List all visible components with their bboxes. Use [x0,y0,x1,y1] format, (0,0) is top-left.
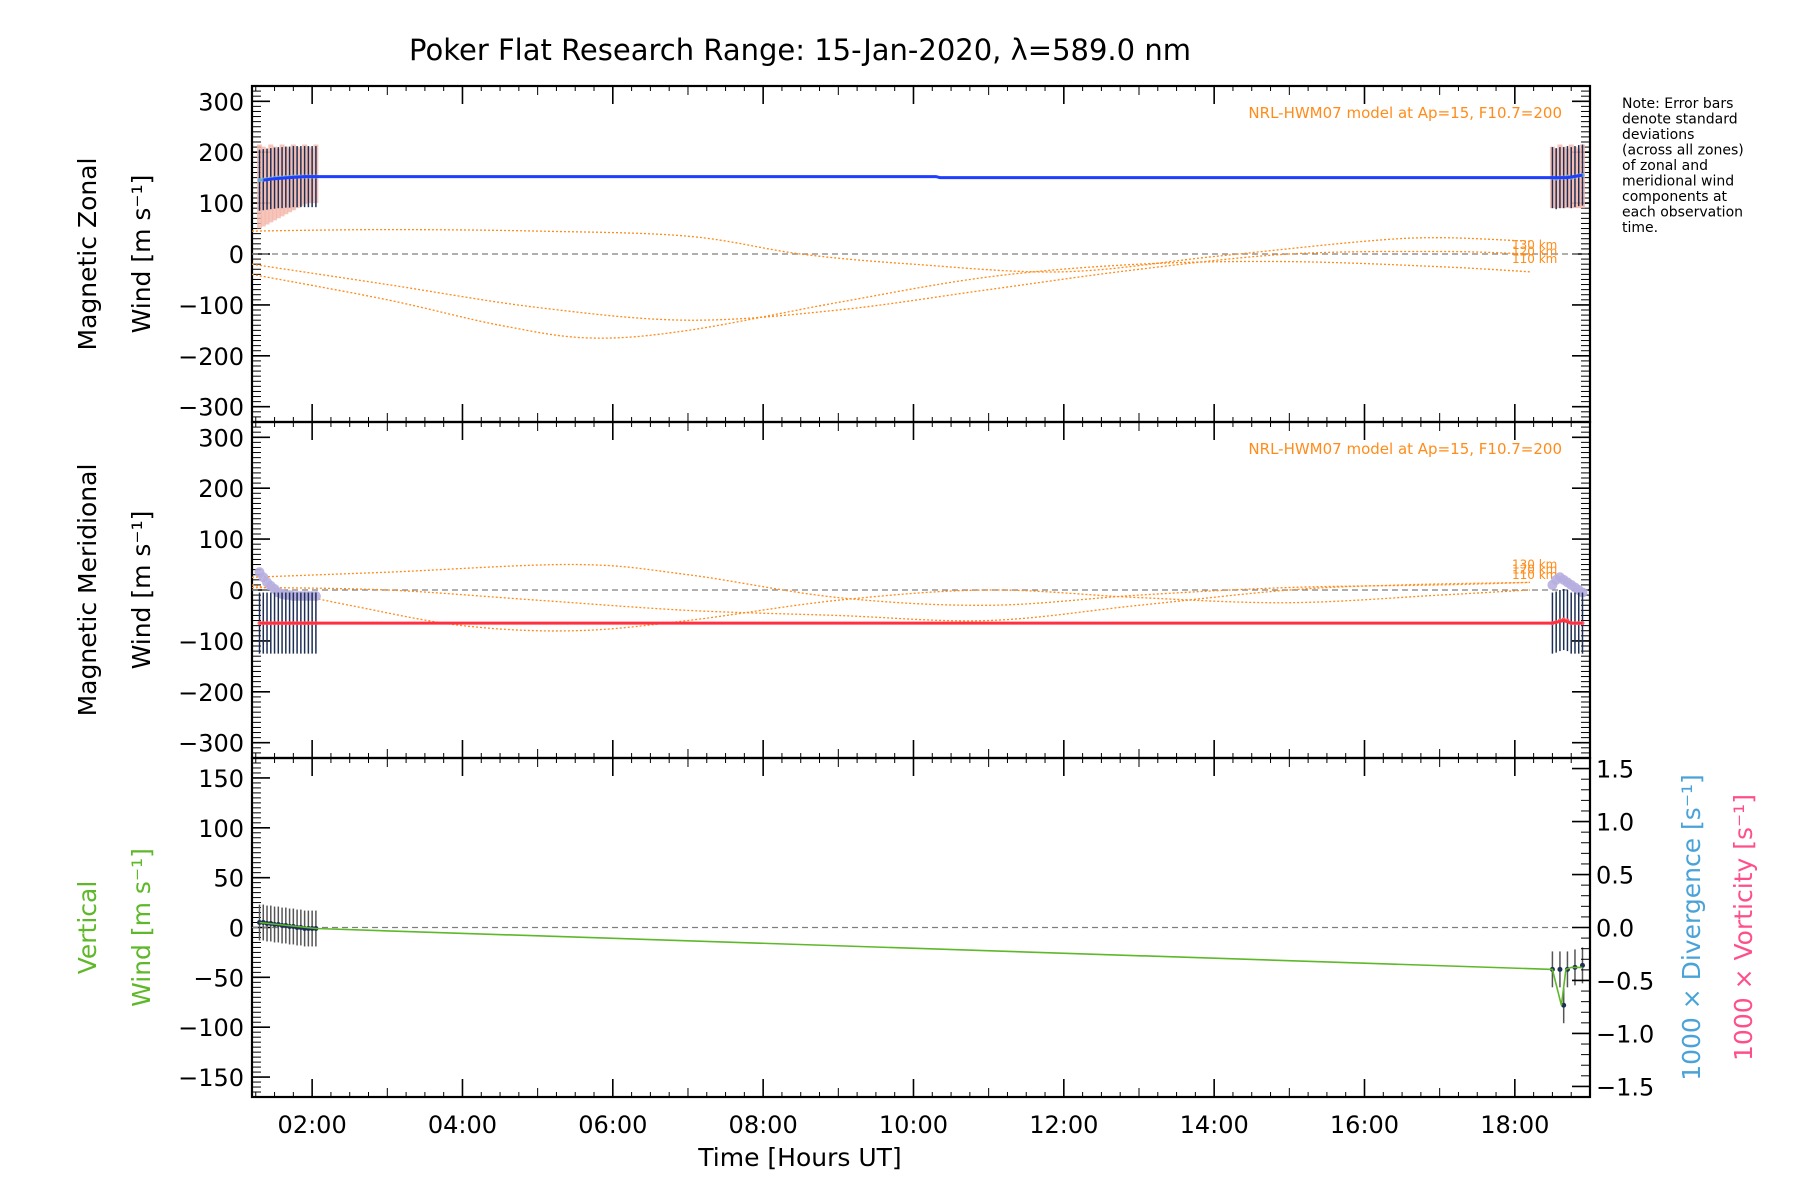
y-tick-label: −50 [193,964,244,992]
y-axis-title-line2: Wind [m s⁻¹] [127,175,156,334]
y-axis-title-line1: Magnetic Zonal [73,158,102,351]
x-axis-title: Time [Hours UT] [697,1143,901,1172]
model-altitude-label: 120 km [1512,563,1557,577]
y2-axis-title-divergence: 1000 × Divergence [s⁻¹] [1677,774,1706,1081]
panel-zonal: −300 −200 −100 0 100 200 300 Magnetic Zonal Wind… [73,84,1592,424]
y2-tick-label: 0.0 [1596,915,1634,943]
note-line: of zonal and [1622,158,1708,174]
model-curve-120km [251,250,1530,321]
y-tick-label: 0 [229,577,244,605]
model-altitude-label: 130 km [1512,238,1557,252]
y2-tick-label: 1.5 [1596,756,1634,784]
model-curve-120km [251,584,1530,632]
x-tick-label: 16:00 [1330,1111,1399,1139]
note-line: meridional wind [1622,174,1734,190]
x-tick-label: 12:00 [1029,1111,1098,1139]
y2-tick-label: 1.0 [1596,809,1634,837]
x-tick-label: 10:00 [879,1111,948,1139]
data-point [1561,1002,1567,1008]
y-tick-label: −100 [178,292,244,320]
panel-meridional: −300 −200 −100 0 100 200 300 Magnetic Meridiona… [73,420,1592,760]
y-axis-title-line2: Wind [m s⁻¹] [127,848,156,1007]
model-curve-110km [251,581,1530,622]
y-tick-label: −300 [178,730,244,758]
note-line: Note: Error bars [1622,96,1733,112]
x-tick-label: 06:00 [578,1111,647,1139]
note-line: denote standard [1622,112,1738,128]
y-tick-label: −100 [178,628,244,656]
y-tick-label: 100 [198,815,244,843]
y-tick-label: −300 [178,394,244,422]
y2-axis-title-vorticity: 1000 × Vorticity [s⁻¹] [1729,794,1758,1061]
y-tick-label: 0 [229,915,244,943]
x-tick-label: 08:00 [729,1111,798,1139]
y-axis-title-line1: Vertical [73,881,102,975]
y-tick-label: 50 [213,865,244,893]
series-line-vertical [259,921,1583,1006]
model-label: NRL-HWM07 model at Ap=15, F10.7=200 [1248,104,1562,122]
y-tick-label: 100 [198,190,244,218]
x-tick-label: 18:00 [1480,1111,1549,1139]
y2-tick-label: −1.5 [1596,1073,1654,1101]
y-axis-title-line1: Magnetic Meridional [73,464,102,717]
y-tick-label: 200 [198,139,244,167]
y-tick-label: 0 [229,241,244,269]
y-tick-label: 150 [198,765,244,793]
x-tick-label: 02:00 [278,1111,347,1139]
model-altitude-label: 120 km [1512,245,1557,259]
y-tick-label: 300 [198,88,244,116]
note-line: deviations [1622,127,1694,143]
y-tick-label: −100 [178,1014,244,1042]
y-tick-label: −150 [178,1064,244,1092]
model-altitude-label: 130 km [1512,558,1557,572]
x-tick-label: 14:00 [1180,1111,1249,1139]
y2-tick-label: −0.5 [1596,967,1654,995]
y-tick-label: 200 [198,475,244,503]
y-tick-label: 300 [198,424,244,452]
chart-title: Poker Flat Research Range: 15-Jan-2020, … [409,33,1191,67]
model-curve-110km [251,260,1530,339]
series-line-zonal [263,173,1583,182]
y2-tick-label: 0.5 [1596,862,1634,890]
data-point [1557,966,1563,972]
y-tick-label: −200 [178,679,244,707]
note-line: components at [1622,189,1728,205]
note-line: time. [1622,220,1658,236]
data-point [257,178,262,183]
y-axis-title-line2: Wind [m s⁻¹] [127,511,156,670]
note-line: (across all zones) [1622,143,1744,159]
panel-vertical: −150 −100 −50 0 50 100 150 Vertical Wind [m s⁻¹]… [73,756,1758,1139]
series-line-meridional [259,618,1583,625]
model-curve-130km [251,563,1530,606]
model-label: NRL-HWM07 model at Ap=15, F10.7=200 [1248,440,1562,458]
y2-tick-label: −1.0 [1596,1020,1654,1048]
note-line: each observation [1622,205,1743,221]
model-altitude-label: 110 km [1512,568,1557,582]
model-altitude-label: 110 km [1512,252,1557,266]
x-tick-label: 04:00 [428,1111,497,1139]
model-curve-130km [251,228,1530,273]
y-tick-label: −200 [178,343,244,371]
y-tick-label: 100 [198,526,244,554]
